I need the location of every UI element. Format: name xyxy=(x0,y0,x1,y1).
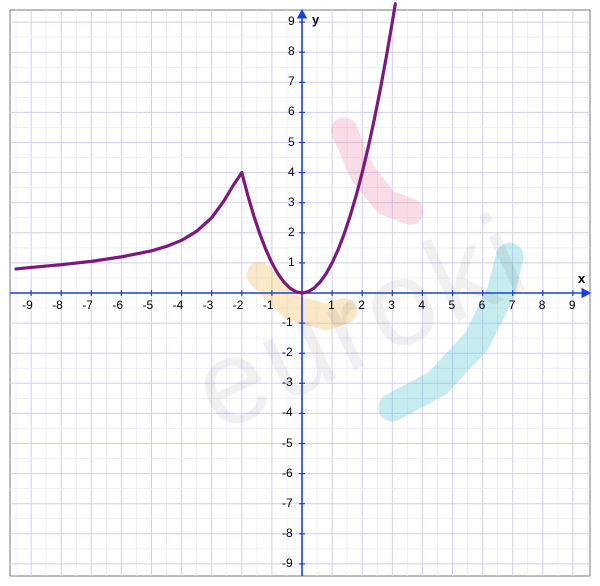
curve-layer xyxy=(0,0,600,586)
coordinate-plane-chart: euroki -9-8-7-6-5-4-3-2-1123456789-9-8-7… xyxy=(0,0,600,586)
